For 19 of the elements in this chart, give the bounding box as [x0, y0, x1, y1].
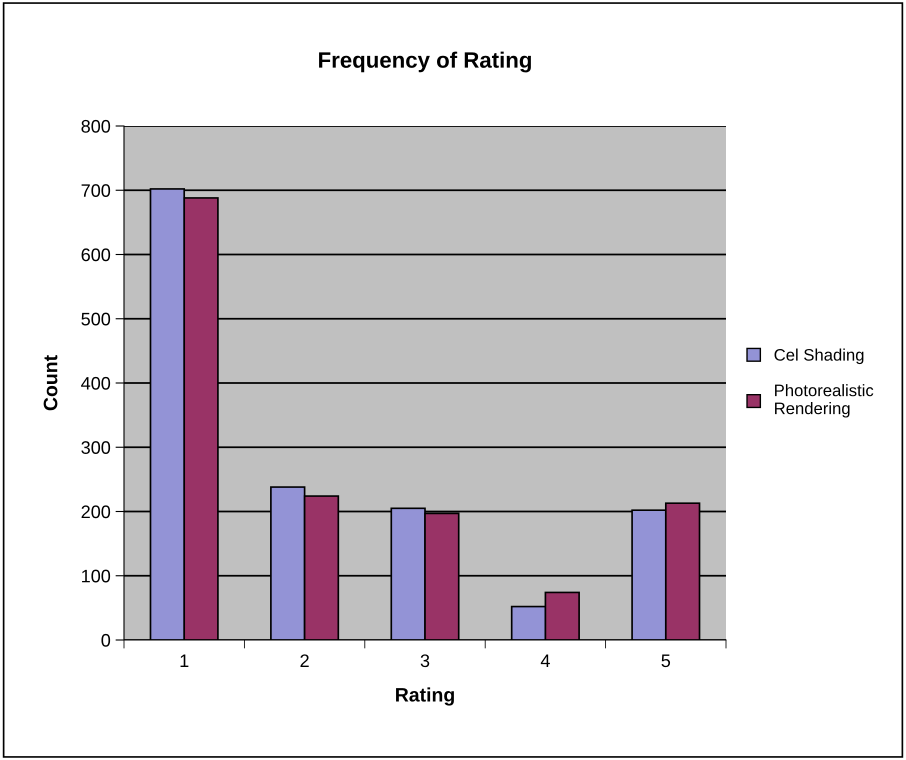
- y-tick-label: 600: [82, 248, 110, 262]
- y-tick-label: 400: [81, 376, 110, 390]
- x-axis-title: Rating: [396, 687, 454, 706]
- legend-label: Photorealistic Rendering: [775, 384, 874, 418]
- y-tick-label: 300: [81, 441, 110, 454]
- legend-label: Cel Shading: [774, 348, 864, 364]
- x-tick-label: 4: [540, 654, 550, 667]
- y-tick-label: 800: [81, 120, 110, 133]
- y-tick-label: 100: [82, 570, 110, 582]
- chart-title: Frequency of Rating: [319, 52, 531, 72]
- y-tick-label: 500: [81, 312, 110, 326]
- x-tick-label: 2: [300, 654, 309, 667]
- x-tick-label: 5: [662, 654, 670, 668]
- y-axis-title: Count: [44, 355, 58, 410]
- y-tick-label: 0: [101, 634, 110, 647]
- y-tick-label: 200: [82, 505, 110, 518]
- x-tick-label: 1: [180, 654, 188, 667]
- y-tick-label: 700: [82, 184, 110, 197]
- x-tick-label: 3: [420, 654, 430, 668]
